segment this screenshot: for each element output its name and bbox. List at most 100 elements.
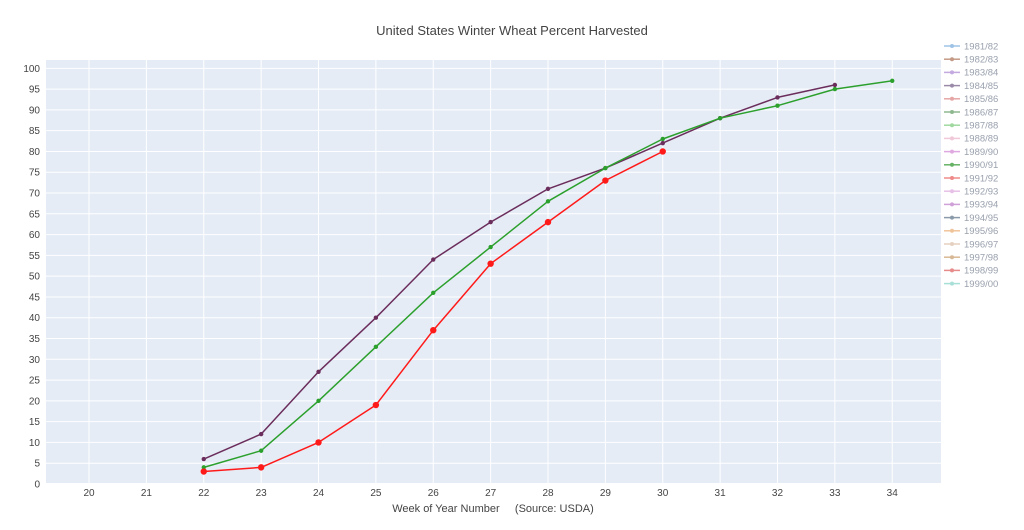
legend-item[interactable]: 1986/87 xyxy=(944,107,998,118)
x-tick-label: 26 xyxy=(428,488,440,499)
legend-swatch-marker xyxy=(950,83,954,88)
x-tick-label: 24 xyxy=(313,488,325,499)
legend-swatch-marker xyxy=(950,136,954,141)
legend-label: 1990/91 xyxy=(964,160,998,171)
legend-swatch-marker xyxy=(950,215,954,220)
data-point xyxy=(373,344,379,350)
legend-swatch-marker xyxy=(950,70,954,75)
legend-label: 1984/85 xyxy=(964,81,998,92)
legend-item[interactable]: 1998/99 xyxy=(944,266,998,277)
legend-item[interactable]: 1989/90 xyxy=(944,147,998,158)
data-point xyxy=(430,326,437,334)
data-point xyxy=(545,199,551,204)
legend-label: 1989/90 xyxy=(964,147,998,158)
data-point xyxy=(316,369,321,374)
legend-item[interactable]: 1987/88 xyxy=(944,121,998,132)
x-tick-label: 31 xyxy=(715,488,727,499)
y-axis-ticks: 0 5 10 15 20 25 30 35 40 45 50 55 60 65 70 75 80 85 90 95 10… xyxy=(23,64,40,491)
legend-label: 1982/83 xyxy=(964,55,998,66)
x-tick-label: 29 xyxy=(600,488,612,499)
legend-label: 1992/93 xyxy=(964,187,998,198)
legend-item[interactable]: 1999/00 xyxy=(944,279,998,290)
legend-swatch-marker xyxy=(950,149,954,154)
legend-item[interactable]: 1990/91 xyxy=(944,160,998,171)
legend-item[interactable]: 1982/83 xyxy=(944,55,998,66)
x-tick-label: 22 xyxy=(198,488,210,499)
legend-swatch-marker xyxy=(950,268,954,273)
legend-item[interactable]: 1984/85 xyxy=(944,81,998,92)
legend-swatch-marker xyxy=(950,189,954,194)
legend-item[interactable]: 1992/93 xyxy=(944,187,998,198)
legend-item[interactable]: 1988/89 xyxy=(944,134,998,145)
legend-item[interactable]: 1994/95 xyxy=(944,213,998,224)
legend-swatch-marker xyxy=(950,176,954,180)
legend-label: 1983/84 xyxy=(964,68,998,79)
legend-swatch-marker xyxy=(950,255,954,260)
y-tick-label: 25 xyxy=(29,376,41,387)
data-point xyxy=(200,468,207,475)
y-tick-label: 55 xyxy=(29,251,41,262)
x-tick-label: 27 xyxy=(485,488,497,499)
y-tick-label: 90 xyxy=(29,105,41,116)
legend[interactable]: 1981/82 1982/83 1983/84 1984/85 1985/86 1986/… xyxy=(944,41,998,290)
series-2 xyxy=(200,148,666,475)
data-point xyxy=(201,465,206,470)
legend-label: 1987/88 xyxy=(964,121,998,132)
data-point xyxy=(660,140,665,146)
series-0 xyxy=(201,82,838,462)
data-point xyxy=(659,148,666,155)
legend-label: 1991/92 xyxy=(964,173,998,184)
data-point xyxy=(545,186,551,192)
y-tick-label: 35 xyxy=(29,334,41,345)
legend-item[interactable]: 1983/84 xyxy=(944,68,998,79)
data-point xyxy=(832,86,838,92)
legend-label: 1993/94 xyxy=(964,200,998,211)
data-point xyxy=(775,95,780,100)
x-tick-label: 25 xyxy=(370,488,382,499)
legend-swatch-marker xyxy=(950,110,954,114)
data-point xyxy=(316,398,321,404)
data-point xyxy=(602,177,609,184)
x-tick-label: 21 xyxy=(141,488,153,499)
y-tick-label: 20 xyxy=(29,396,41,407)
legend-swatch-marker xyxy=(950,202,954,207)
legend-swatch-marker xyxy=(950,228,954,233)
y-tick-label: 80 xyxy=(29,147,41,158)
legend-item[interactable]: 1993/94 xyxy=(944,200,998,211)
y-tick-label: 95 xyxy=(29,85,41,96)
legend-item[interactable]: 1995/96 xyxy=(944,226,998,237)
y-tick-label: 45 xyxy=(29,292,41,303)
data-point xyxy=(372,401,380,409)
data-point xyxy=(775,103,780,108)
legend-item[interactable]: 1985/86 xyxy=(944,94,998,105)
legend-label: 1986/87 xyxy=(964,107,998,118)
y-tick-label: 100 xyxy=(23,64,40,75)
data-point xyxy=(544,218,552,226)
legend-item[interactable]: 1991/92 xyxy=(944,173,998,184)
y-tick-label: 50 xyxy=(29,272,41,283)
y-tick-label: 15 xyxy=(29,417,41,428)
y-tick-label: 0 xyxy=(34,480,40,491)
legend-item[interactable]: 1997/98 xyxy=(944,253,998,264)
x-tick-label: 32 xyxy=(772,488,784,499)
x-axis-ticks: 20 21 22 23 24 25 26 27 28 29 30 31 32 33 34 xyxy=(83,488,898,499)
data-point xyxy=(257,464,265,471)
data-point xyxy=(488,244,493,250)
legend-label: 1998/99 xyxy=(964,266,998,277)
data-point xyxy=(258,431,264,437)
legend-swatch-marker xyxy=(950,96,954,101)
x-tick-label: 34 xyxy=(887,488,899,499)
data-point xyxy=(603,165,608,171)
x-tick-label: 33 xyxy=(829,488,841,499)
legend-item[interactable]: 1981/82 xyxy=(944,41,998,52)
legend-label: 1988/89 xyxy=(964,134,998,145)
legend-swatch-marker xyxy=(950,162,954,167)
legend-swatch-marker xyxy=(950,242,954,246)
y-tick-label: 70 xyxy=(29,189,41,200)
legend-item[interactable]: 1996/97 xyxy=(944,239,998,250)
y-tick-label: 5 xyxy=(34,459,40,470)
series-line xyxy=(203,84,836,460)
y-tick-label: 85 xyxy=(29,126,41,137)
data-point xyxy=(201,456,206,462)
